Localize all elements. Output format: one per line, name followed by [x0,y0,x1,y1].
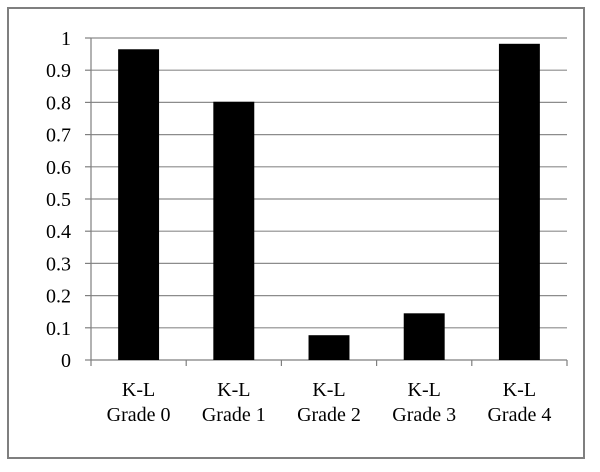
x-tick-label: K-L [122,379,155,401]
y-tick-label: 0.2 [46,286,71,308]
y-tick-label: 0.9 [46,60,71,82]
y-tick-label: 0.7 [46,125,71,147]
x-tick-label: Grade 2 [297,404,361,426]
x-tick-label: Grade 3 [392,404,456,426]
y-tick-label: 0.4 [46,221,71,243]
x-tick-label: K-L [312,379,345,401]
y-tick-label: 0.1 [46,318,71,340]
x-tick-label: Grade 0 [107,404,171,426]
y-tick-label: 0.8 [46,92,71,114]
x-tick-label: K-L [408,379,441,401]
x-tick-label: K-L [503,379,536,401]
bar [498,43,540,361]
bar [118,49,160,361]
bar-chart: 0 0.1 0.2 0.3 0.4 0.5 0.6 0.7 0.8 0.9 1 K-L Grade 0 K… [46,28,568,426]
y-tick-label: 0 [61,350,71,372]
y-tick-label: 0.6 [46,157,71,179]
bar [403,313,445,360]
x-tick-label: Grade 4 [487,404,551,426]
y-tick-label: 0.5 [46,189,71,211]
x-tick-label: K-L [217,379,250,401]
bar [213,101,255,361]
x-tick-label: Grade 1 [202,404,266,426]
y-tick-label: 0.3 [46,253,71,275]
bar [308,335,350,360]
y-tick-label: 1 [61,28,71,50]
chart-frame: 0 0.1 0.2 0.3 0.4 0.5 0.6 0.7 0.8 0.9 1 K-L Grade 0 K… [7,7,585,459]
